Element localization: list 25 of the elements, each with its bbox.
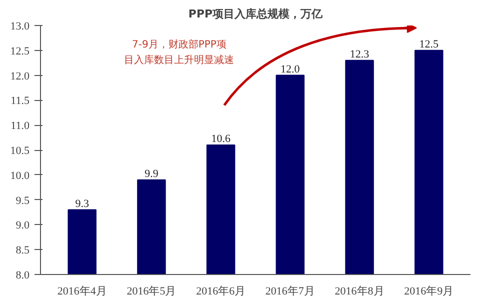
chart-title: PPP项目入库总规模，万亿 [188, 8, 324, 20]
y-tick-label: 11.5 [10, 95, 30, 108]
y-tick-label: 9.0 [16, 220, 30, 232]
y-tick-label: 10.0 [10, 170, 30, 182]
x-tick-label: 2016年7月 [265, 286, 315, 298]
y-tick-label: 9.5 [16, 194, 30, 207]
annotation: 7-9月，财政部PPP项目入库数目上升明显减速 [124, 38, 234, 66]
y-tick-label: 12.5 [10, 45, 30, 58]
data-label: 12.3 [350, 48, 370, 60]
x-tick-label: 2016年4月 [57, 286, 107, 298]
x-tick-label: 2016年9月 [404, 286, 454, 298]
y-tick-label: 8.5 [16, 244, 30, 257]
data-label: 10.6 [211, 133, 231, 146]
y-tick-label: 13.0 [10, 20, 30, 32]
x-tick-label: 2016年8月 [334, 286, 384, 298]
data-label: 12.0 [280, 63, 300, 76]
data-label: 9.9 [144, 168, 159, 180]
y-tick-label: 11.0 [10, 120, 30, 132]
data-label: 9.3 [75, 198, 90, 210]
data-label: 12.5 [419, 38, 440, 50]
y-tick-label: 12.0 [10, 70, 30, 82]
y-tick-label: 8.0 [16, 270, 30, 282]
y-tick-label: 10.5 [10, 145, 30, 157]
x-tick-label: 2016年6月 [196, 286, 246, 298]
x-tick-label: 2016年5月 [126, 286, 176, 298]
